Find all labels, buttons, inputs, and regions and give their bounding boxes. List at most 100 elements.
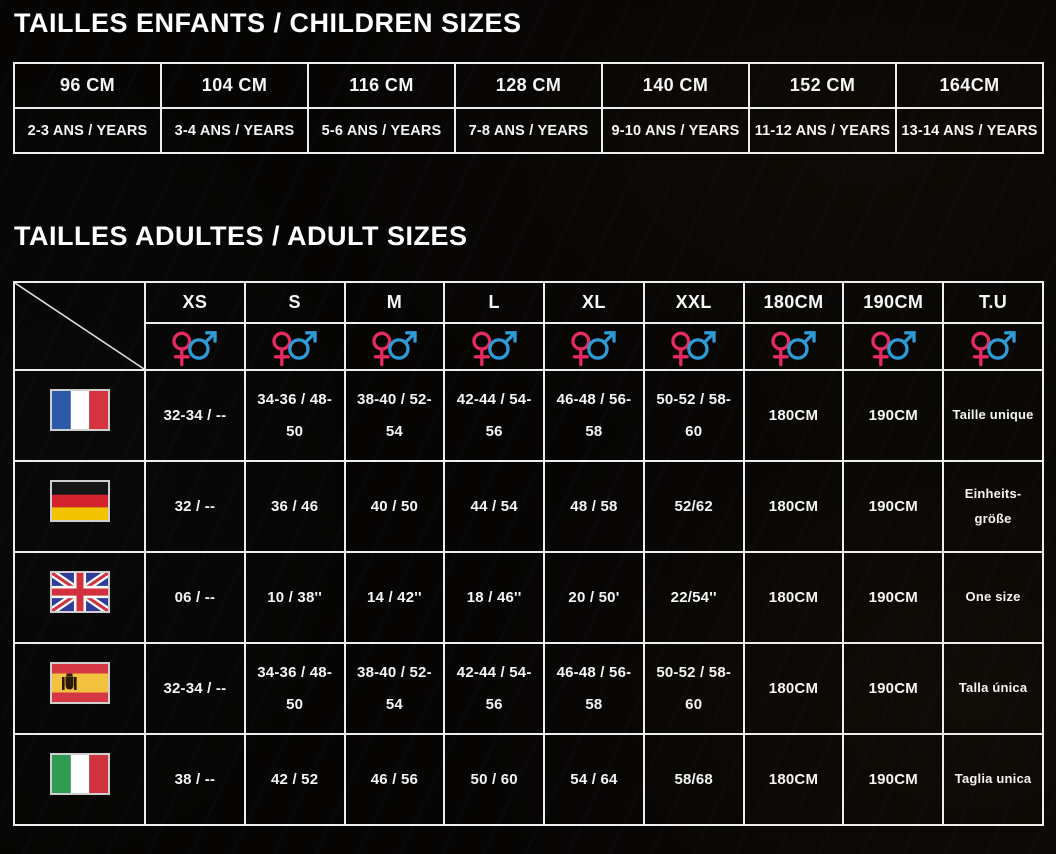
children-size-cell: 104 CM	[160, 62, 309, 109]
size-header-cell: XXL	[642, 281, 745, 324]
size-value-cell: 180CM	[742, 460, 845, 553]
table-row-france: 32-34 / -- 34-36 / 48-50 38-40 / 52-54 4…	[13, 369, 1044, 462]
size-value-cell: 20 / 50'	[543, 551, 645, 644]
flag-germany-icon	[13, 460, 146, 553]
gender-header-cell	[642, 322, 745, 371]
female-male-icon	[372, 331, 417, 367]
size-value-cell: 46-48 / 56-58	[543, 369, 645, 462]
size-value-cell: 18 / 46''	[443, 551, 546, 644]
gender-header-cell	[243, 322, 346, 371]
female-icon	[471, 331, 491, 367]
size-value-cell: One size	[942, 551, 1044, 644]
size-value-cell: 180CM	[742, 369, 845, 462]
male-icon	[787, 331, 816, 360]
size-value-cell: Taille unique	[942, 369, 1044, 462]
male-icon	[587, 331, 617, 360]
size-value-cell: 38-40 / 52-54	[343, 369, 446, 462]
size-value-cell: 50-52 / 58-60	[642, 642, 745, 735]
size-value-cell: 38 / --	[144, 733, 246, 826]
children-age-cell: 11-12 ANS / YEARS	[748, 107, 897, 154]
size-value-cell: 180CM	[742, 733, 845, 826]
male-icon	[986, 331, 1016, 360]
size-value-cell: 180CM	[742, 642, 845, 735]
table-row-uk: 06 / -- 10 / 38'' 14 / 42'' 18 / 46'' 20…	[13, 551, 1044, 644]
female-male-icon	[571, 331, 617, 367]
female-male-icon	[272, 331, 317, 367]
size-header-cell: XL	[543, 281, 645, 324]
size-value-cell: 48 / 58	[543, 460, 645, 553]
children-age-cell: 5-6 ANS / YEARS	[307, 107, 456, 154]
adult-sizes-table: XS S M L XL XXL 180CM 190CM T.U	[13, 281, 1044, 826]
size-value-cell: 50 / 60	[443, 733, 546, 826]
female-icon	[372, 331, 392, 367]
size-value-cell: 32 / --	[144, 460, 246, 553]
size-header-cell: 180CM	[742, 281, 845, 324]
size-value-cell: 190CM	[842, 460, 945, 553]
children-age-cell: 13-14 ANS / YEARS	[895, 107, 1044, 154]
size-value-cell: 36 / 46	[243, 460, 346, 553]
female-icon	[771, 331, 791, 367]
size-value-cell: 190CM	[842, 733, 945, 826]
children-sizes-table: 96 CM 104 CM 116 CM 128 CM 140 CM 152 CM…	[13, 62, 1044, 154]
male-icon	[687, 331, 716, 360]
children-size-cell: 96 CM	[13, 62, 162, 109]
children-size-cell: 128 CM	[454, 62, 603, 109]
children-age-row: 2-3 ANS / YEARS 3-4 ANS / YEARS 5-6 ANS …	[13, 107, 1044, 154]
size-value-cell: 52/62	[642, 460, 745, 553]
size-value-cell: 190CM	[842, 642, 945, 735]
size-header-cell: S	[243, 281, 346, 324]
children-size-cell: 152 CM	[748, 62, 897, 109]
size-value-cell: 34-36 / 48-50	[243, 642, 346, 735]
table-row-italy: 38 / -- 42 / 52 46 / 56 50 / 60 54 / 64 …	[13, 733, 1044, 826]
size-value-cell: Taglia unica	[942, 733, 1044, 826]
flag-uk-icon	[13, 551, 146, 644]
male-icon	[886, 331, 916, 360]
male-icon	[388, 331, 417, 360]
size-value-cell: 54 / 64	[543, 733, 645, 826]
gender-header-cell	[543, 322, 645, 371]
size-value-cell: 42-44 / 54-56	[443, 642, 546, 735]
table-row-germany: 32 / -- 36 / 46 40 / 50 44 / 54 48 / 58 …	[13, 460, 1044, 553]
adult-sizes-title: TAILLES ADULTES / ADULT SIZES	[14, 221, 468, 251]
gender-header-cell	[842, 322, 945, 371]
female-icon	[871, 331, 891, 367]
size-value-cell: 42 / 52	[243, 733, 346, 826]
female-icon	[172, 331, 192, 367]
female-icon	[571, 331, 591, 367]
gender-header-cell	[144, 322, 246, 371]
gender-header-cell	[742, 322, 845, 371]
size-value-cell: 22/54''	[642, 551, 745, 644]
size-value-cell: 44 / 54	[443, 460, 546, 553]
size-value-cell: 14 / 42''	[343, 551, 446, 644]
female-male-icon	[771, 331, 816, 367]
children-size-cell: 116 CM	[307, 62, 456, 109]
size-value-cell: Einheits- größe	[942, 460, 1044, 553]
size-header-cell: T.U	[942, 281, 1044, 324]
table-row-spain: 32-34 / -- 34-36 / 48-50 38-40 / 52-54 4…	[13, 642, 1044, 735]
size-value-cell: 46 / 56	[343, 733, 446, 826]
female-icon	[272, 331, 292, 367]
size-value-cell: 32-34 / --	[144, 369, 246, 462]
female-male-icon	[471, 331, 517, 367]
children-age-cell: 7-8 ANS / YEARS	[454, 107, 603, 154]
size-value-cell: 50-52 / 58-60	[642, 369, 745, 462]
size-value-cell: 42-44 / 54-56	[443, 369, 546, 462]
children-age-cell: 9-10 ANS / YEARS	[601, 107, 750, 154]
size-value-cell: 40 / 50	[343, 460, 446, 553]
male-icon	[188, 331, 218, 360]
size-value-cell: 34-36 / 48-50	[243, 369, 346, 462]
female-male-icon	[871, 331, 916, 367]
size-value-cell: 46-48 / 56-58	[543, 642, 645, 735]
female-icon	[970, 331, 990, 367]
female-male-icon	[172, 331, 218, 367]
children-size-row: 96 CM 104 CM 116 CM 128 CM 140 CM 152 CM…	[13, 62, 1044, 109]
size-value-cell: 180CM	[742, 551, 845, 644]
female-icon	[671, 331, 691, 367]
children-size-cell: 140 CM	[601, 62, 750, 109]
size-value-cell: 190CM	[842, 551, 945, 644]
flag-spain-icon	[13, 642, 146, 735]
size-header-cell: XS	[144, 281, 246, 324]
size-header-cell: 190CM	[842, 281, 945, 324]
size-header-cell: L	[443, 281, 546, 324]
